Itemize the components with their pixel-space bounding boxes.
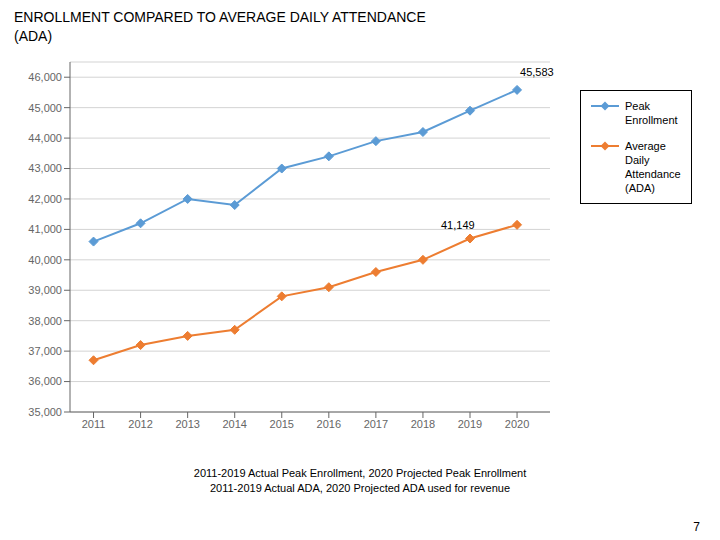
svg-text:2017: 2017 <box>364 418 388 430</box>
html-text:ENROLLMENT COMPARED TO AVERAGE: ENROLLMENT COMPARED TO AVERAGE DAILY ATT… <box>14 9 426 44</box>
svg-text:46,000: 46,000 <box>28 71 62 83</box>
svg-text:2014: 2014 <box>222 418 246 430</box>
svg-text:2019: 2019 <box>458 418 482 430</box>
svg-text:45,000: 45,000 <box>28 102 62 114</box>
html-text:7: 7 <box>693 520 700 534</box>
svg-text:45,583: 45,583 <box>520 66 554 78</box>
svg-text:2018: 2018 <box>411 418 435 430</box>
svg-text:39,000: 39,000 <box>28 284 62 296</box>
svg-text:40,000: 40,000 <box>28 254 62 266</box>
svg-text:38,000: 38,000 <box>28 315 62 327</box>
svg-text:36,000: 36,000 <box>28 375 62 387</box>
svg-text:41,000: 41,000 <box>28 223 62 235</box>
svg-text:2016: 2016 <box>317 418 341 430</box>
svg-text:42,000: 42,000 <box>28 193 62 205</box>
svg-text:37,000: 37,000 <box>28 345 62 357</box>
html-text:2011-2019 Actual Peak Enrollme: 2011-2019 Actual Peak Enrollment, 2020 P… <box>193 467 527 494</box>
svg-text:2020: 2020 <box>505 418 529 430</box>
svg-text:2012: 2012 <box>128 418 152 430</box>
svg-text:44,000: 44,000 <box>28 132 62 144</box>
html-text:Peak Enrollment: Peak Enrollment <box>625 100 678 126</box>
html-text:Average Daily Attendance (ADA): Average Daily Attendance (ADA) <box>625 140 681 194</box>
svg-text:35,000: 35,000 <box>28 406 62 418</box>
svg-text:2013: 2013 <box>175 418 199 430</box>
svg-text:41,149: 41,149 <box>441 219 475 231</box>
svg-text:2015: 2015 <box>270 418 294 430</box>
svg-text:43,000: 43,000 <box>28 162 62 174</box>
svg-text:2011: 2011 <box>82 418 106 430</box>
